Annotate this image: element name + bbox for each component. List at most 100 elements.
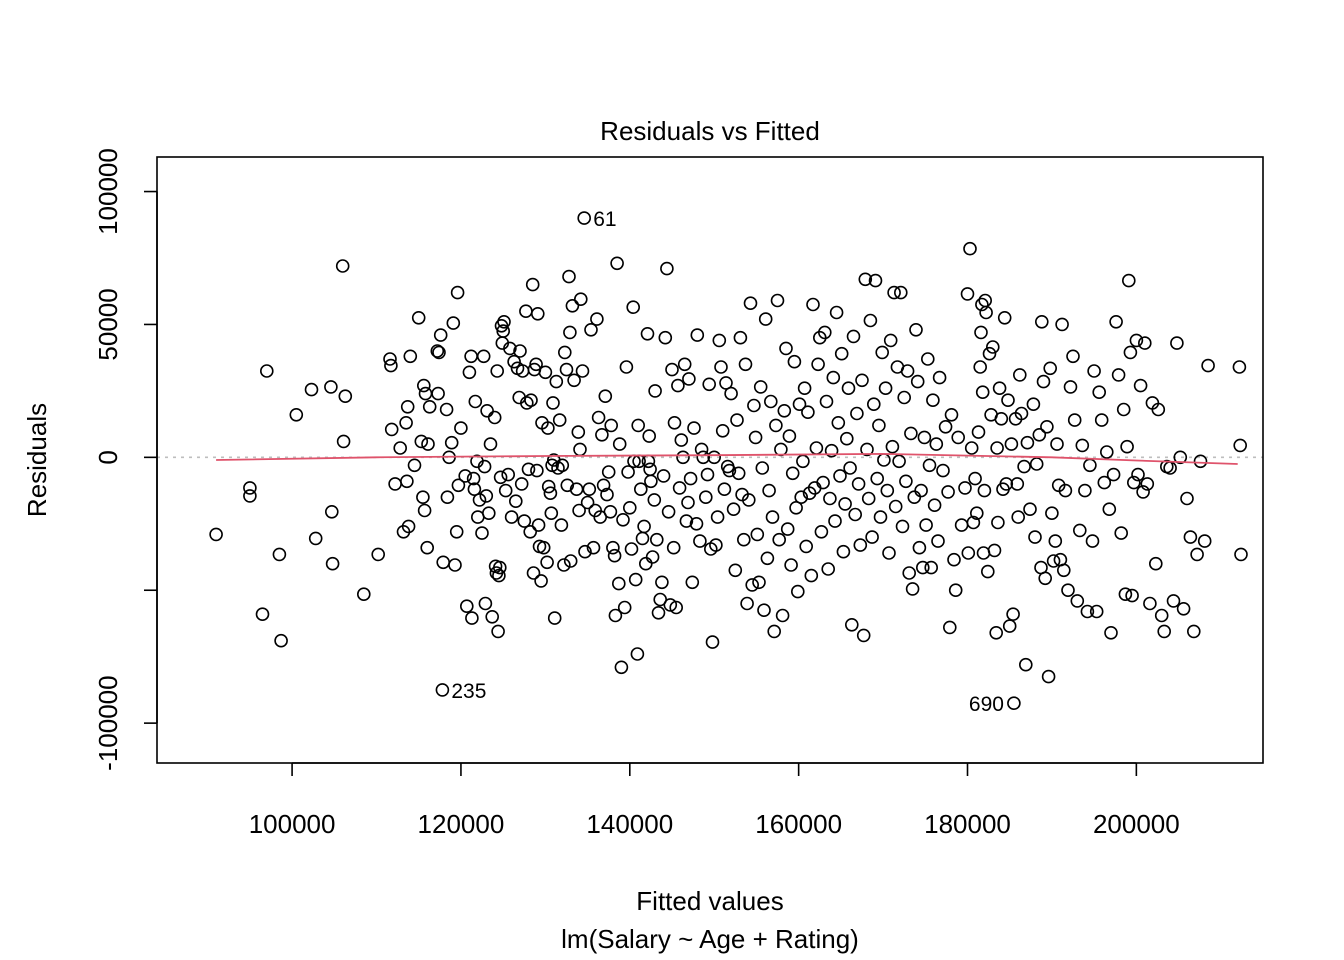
residual-point bbox=[826, 370, 841, 385]
residual-point bbox=[503, 341, 517, 356]
residual-point bbox=[643, 462, 657, 477]
residual-point bbox=[416, 490, 430, 505]
residual-point bbox=[1035, 314, 1049, 329]
residual-point bbox=[1019, 657, 1033, 672]
residual-point bbox=[1233, 438, 1247, 453]
residual-point bbox=[468, 394, 483, 409]
residual-point bbox=[748, 430, 763, 445]
residual-point bbox=[449, 524, 464, 539]
residual-point bbox=[465, 611, 479, 625]
residual-point bbox=[638, 556, 653, 571]
residual-point bbox=[878, 381, 893, 396]
residual-point bbox=[557, 345, 572, 360]
residual-point bbox=[676, 450, 690, 465]
residual-point bbox=[536, 540, 551, 555]
residual-point bbox=[1043, 361, 1057, 376]
residual-point bbox=[578, 544, 592, 559]
residual-point bbox=[577, 211, 592, 225]
residual-point bbox=[738, 357, 753, 372]
residual-point bbox=[877, 453, 891, 467]
residual-point bbox=[736, 532, 751, 547]
residual-point bbox=[679, 514, 694, 528]
residual-point bbox=[470, 510, 485, 524]
residual-point bbox=[844, 617, 859, 632]
smooth-trend-line bbox=[216, 452, 1238, 465]
residual-point bbox=[479, 489, 494, 503]
residual-point bbox=[960, 287, 975, 301]
residual-point bbox=[674, 433, 689, 447]
residual-point bbox=[931, 534, 945, 548]
residual-point bbox=[656, 469, 671, 483]
residual-point bbox=[782, 429, 797, 443]
residual-point bbox=[478, 596, 493, 611]
residual-point bbox=[882, 546, 896, 560]
outlier-label: 690 bbox=[969, 693, 1004, 716]
residual-point bbox=[966, 515, 981, 530]
residual-point bbox=[462, 365, 477, 380]
residual-point bbox=[804, 568, 819, 583]
residual-point bbox=[767, 624, 782, 639]
residual-point bbox=[794, 490, 809, 505]
residual-point bbox=[809, 441, 824, 455]
residual-point bbox=[914, 483, 928, 498]
residual-point bbox=[1183, 530, 1198, 544]
residual-point bbox=[787, 354, 802, 369]
residual-point bbox=[601, 465, 616, 479]
residual-point bbox=[856, 628, 871, 643]
residual-point bbox=[912, 540, 927, 555]
residual-point bbox=[1038, 571, 1052, 586]
residual-point bbox=[595, 427, 609, 442]
residual-point bbox=[1061, 583, 1075, 598]
residual-point bbox=[508, 494, 523, 509]
residual-point bbox=[863, 313, 878, 328]
residual-point bbox=[630, 647, 645, 661]
residual-point bbox=[1102, 502, 1117, 517]
residual-point bbox=[774, 442, 788, 457]
residual-point bbox=[747, 398, 761, 413]
residual-point bbox=[446, 316, 461, 330]
residual-point bbox=[772, 532, 787, 547]
residual-point bbox=[961, 546, 976, 560]
residual-point bbox=[978, 293, 993, 308]
residual-point bbox=[497, 314, 511, 329]
residual-point bbox=[563, 325, 577, 340]
residual-point bbox=[941, 485, 955, 499]
residual-point bbox=[436, 555, 451, 570]
residual-point bbox=[559, 362, 574, 377]
residual-point bbox=[607, 548, 622, 563]
residual-point bbox=[762, 483, 776, 498]
residual-point bbox=[501, 467, 516, 482]
residual-point bbox=[1092, 385, 1106, 400]
residual-point bbox=[741, 493, 756, 507]
residual-point bbox=[467, 482, 482, 497]
x-axis-label: Fitted values bbox=[636, 886, 783, 916]
residual-point bbox=[572, 503, 586, 518]
residual-point bbox=[669, 600, 684, 615]
residual-point bbox=[388, 477, 402, 491]
residual-point bbox=[466, 471, 481, 486]
residual-point bbox=[858, 272, 873, 287]
residual-point bbox=[1125, 588, 1139, 603]
residual-point bbox=[633, 482, 648, 497]
residual-point bbox=[819, 394, 834, 409]
residual-point bbox=[975, 297, 989, 312]
residual-point bbox=[846, 329, 861, 344]
residual-point bbox=[573, 442, 587, 457]
residual-point bbox=[274, 633, 288, 648]
residual-point bbox=[526, 566, 541, 580]
residual-point bbox=[1020, 435, 1035, 450]
residual-point bbox=[904, 426, 918, 441]
residual-point bbox=[861, 491, 876, 506]
residual-point bbox=[435, 683, 450, 697]
residual-point bbox=[642, 429, 657, 443]
residual-point bbox=[430, 344, 445, 358]
residual-point bbox=[831, 415, 846, 430]
residual-point bbox=[1190, 547, 1204, 562]
chart-title: Residuals vs Fitted bbox=[600, 116, 820, 146]
residual-point bbox=[554, 518, 569, 532]
residual-point bbox=[977, 483, 992, 498]
residual-point bbox=[1143, 596, 1157, 611]
residual-point bbox=[985, 340, 1000, 354]
residual-point bbox=[324, 504, 339, 519]
residual-point bbox=[696, 450, 711, 465]
